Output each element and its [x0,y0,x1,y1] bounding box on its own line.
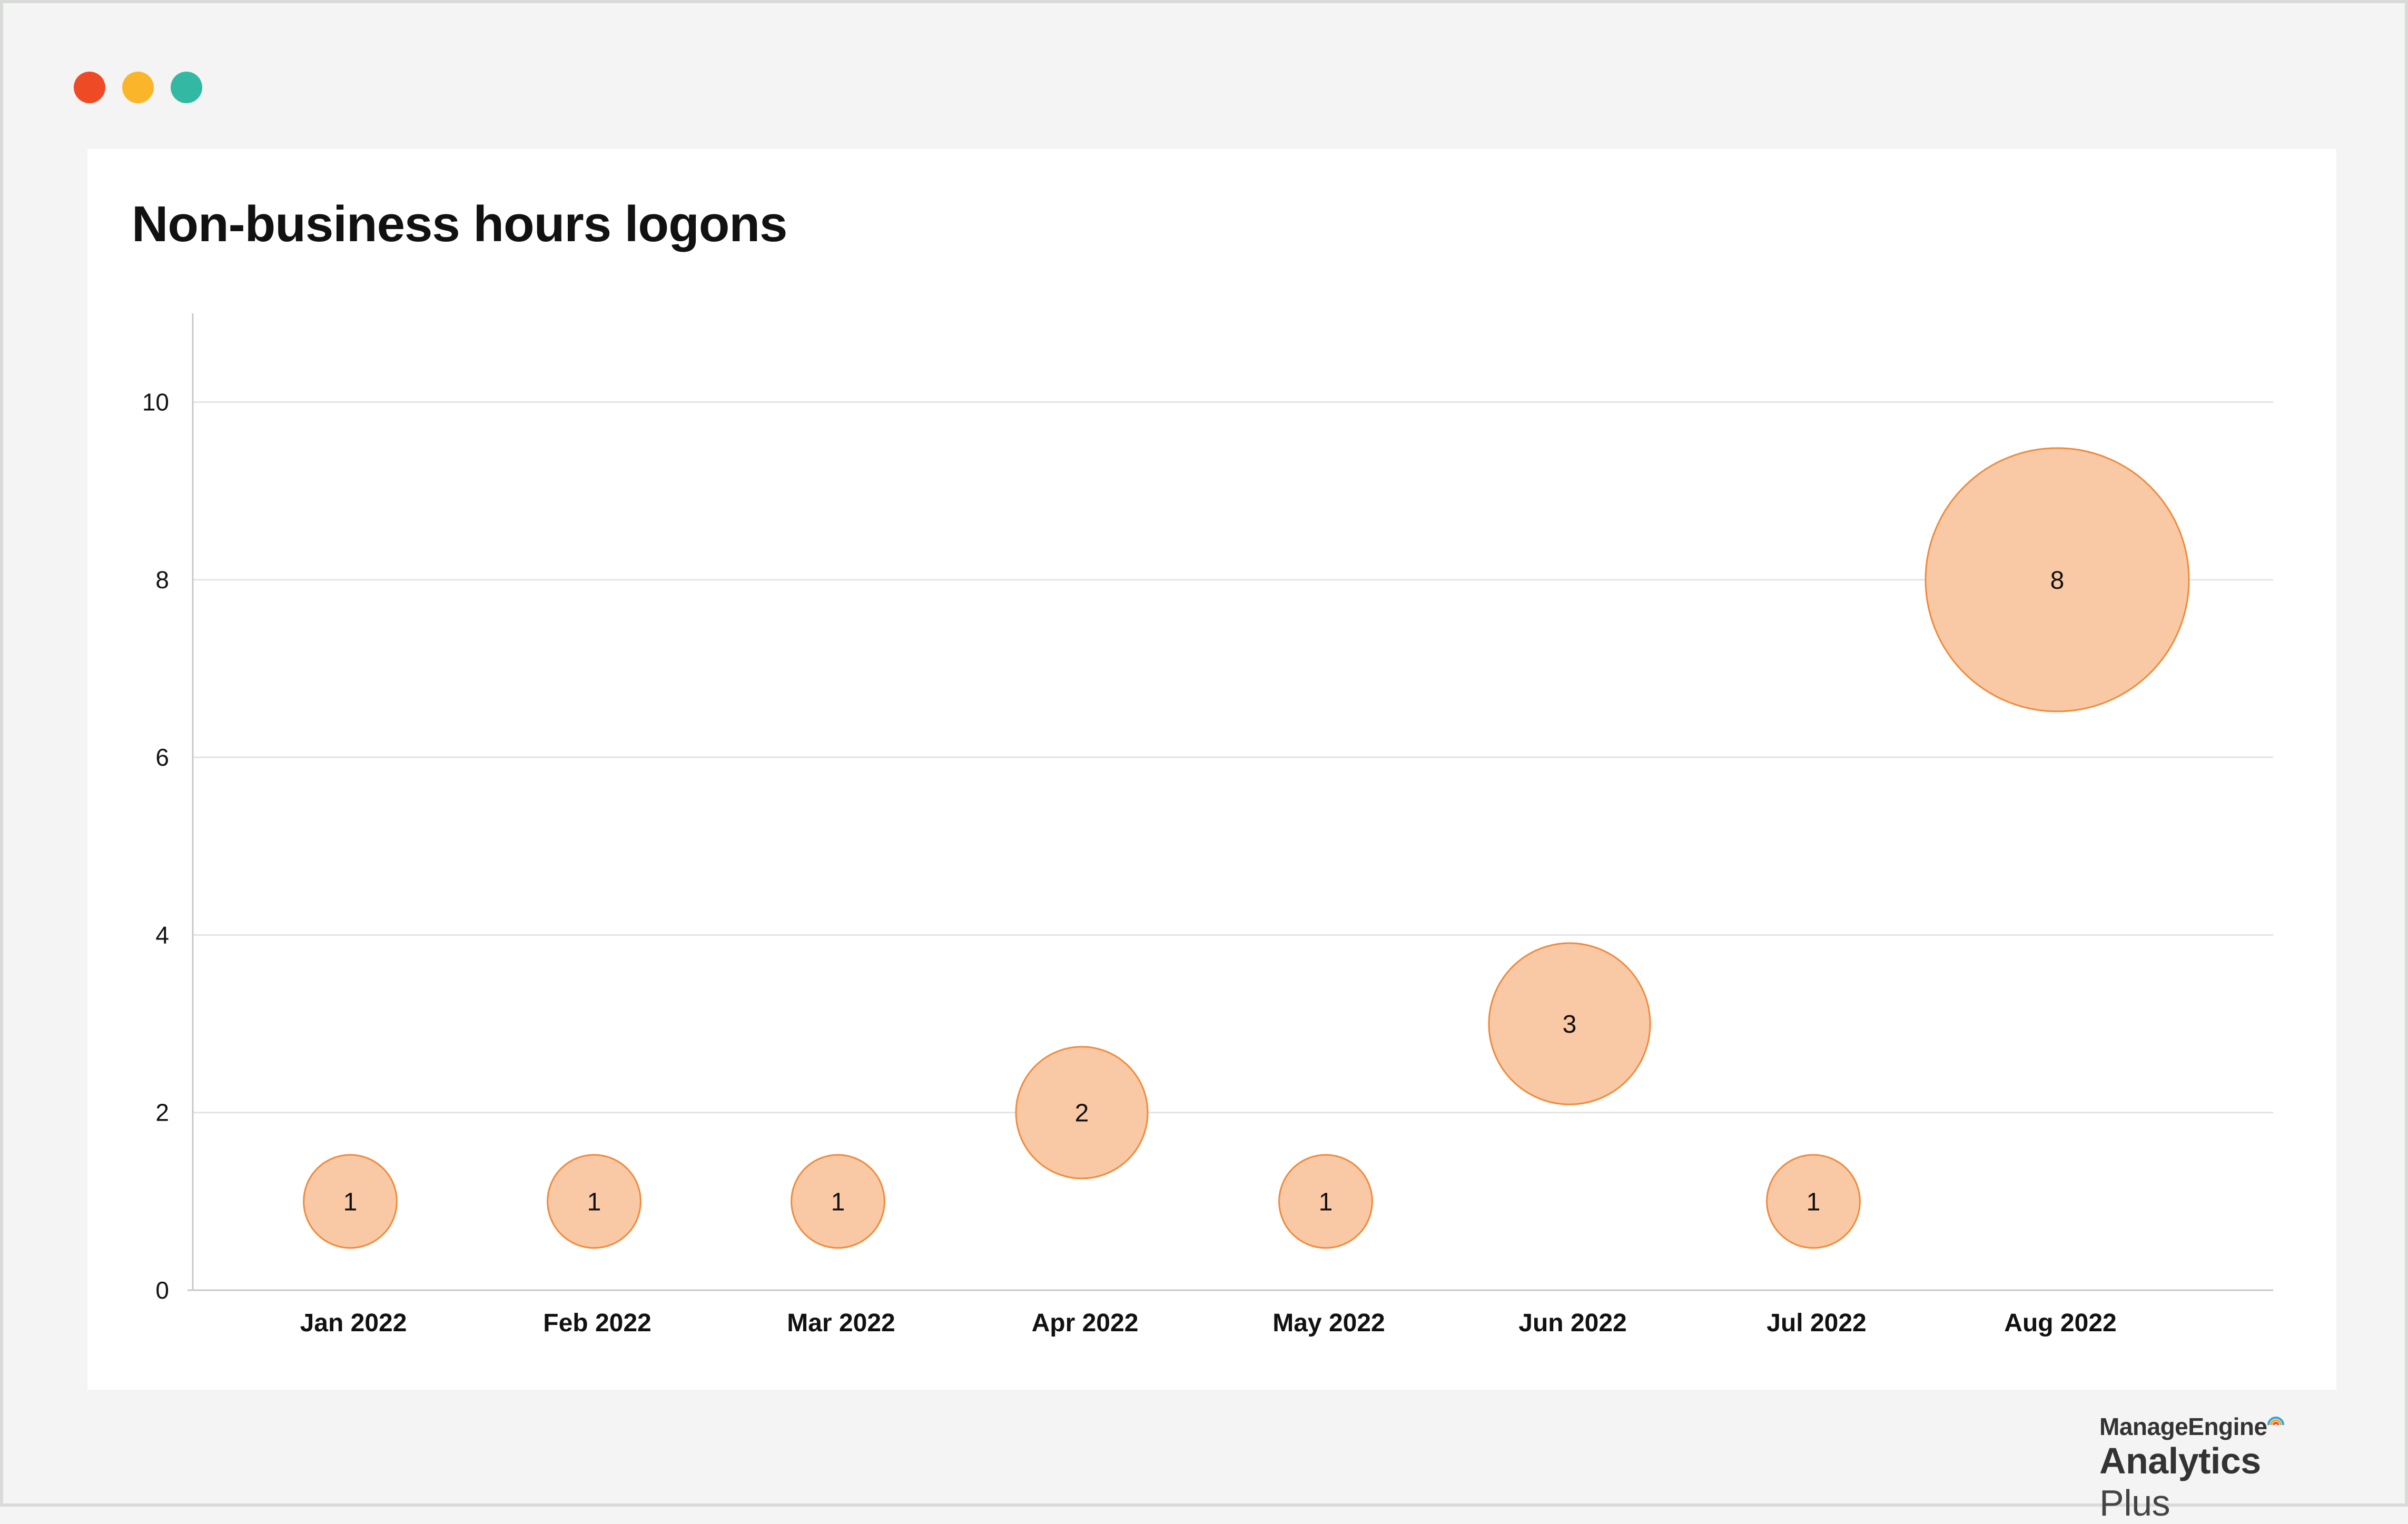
bubble-data-label: 1 [1807,1188,1821,1216]
bubble-point [1766,1154,1861,1249]
brand-logo: ManageEngine Analytics Plus [2099,1412,2331,1524]
window-controls [74,72,202,103]
bubble-point [1015,1046,1149,1180]
bubble-data-label: 1 [343,1188,358,1216]
bubble-data-label: 3 [1563,1011,1577,1038]
bubble-data-label: 1 [587,1188,601,1216]
brand-product-plus: Plus [2099,1482,2170,1523]
bubble-data-label: 8 [2050,567,2065,595]
bubble-point [1278,1154,1373,1249]
y-tick-label: 0 [155,1276,169,1304]
brand-product-analytics: Analytics [2099,1440,2261,1481]
y-tick-label: 6 [155,744,169,771]
x-tick-label: Feb 2022 [543,1309,651,1337]
bubble-chart: 0 2 4 6 8 10 Jan 2022 Feb 2022 Mar 2022 Apr 2022 M… [142,313,2273,1337]
bubble-point [303,1154,398,1249]
x-tick-label: Jul 2022 [1766,1309,1866,1337]
bubble-point [791,1154,885,1249]
maximize-window-dot-icon[interactable] [171,72,202,103]
y-tick-label: 8 [155,566,169,593]
brand-arc-icon [2267,1417,2284,1426]
minimize-window-dot-icon[interactable] [122,72,154,103]
chart-title: Non-business hours logons [132,196,787,252]
close-window-dot-icon[interactable] [74,72,105,103]
x-tick-label: Aug 2022 [2004,1309,2116,1337]
bubble-point [547,1154,642,1249]
y-tick-label: 2 [155,1099,169,1126]
chart-card: Non-business hours logons 0 2 4 6 8 10 Jan 202… [87,149,2336,1390]
bubble-point [1925,447,2190,712]
bubble-data-label: 1 [1319,1188,1333,1216]
y-tick-label: 4 [155,921,169,948]
x-tick-label: Mar 2022 [787,1309,895,1337]
x-tick-label: Apr 2022 [1032,1309,1139,1337]
bubble-data-label: 1 [831,1188,845,1216]
bubble-data-label: 2 [1075,1100,1089,1127]
bubble-point [1488,942,1651,1105]
y-tick-label: 10 [142,389,169,416]
x-tick-label: May 2022 [1272,1309,1385,1337]
x-tick-label: Jan 2022 [300,1309,407,1337]
brand-company: ManageEngine [2099,1413,2267,1440]
x-tick-label: Jun 2022 [1518,1309,1626,1337]
